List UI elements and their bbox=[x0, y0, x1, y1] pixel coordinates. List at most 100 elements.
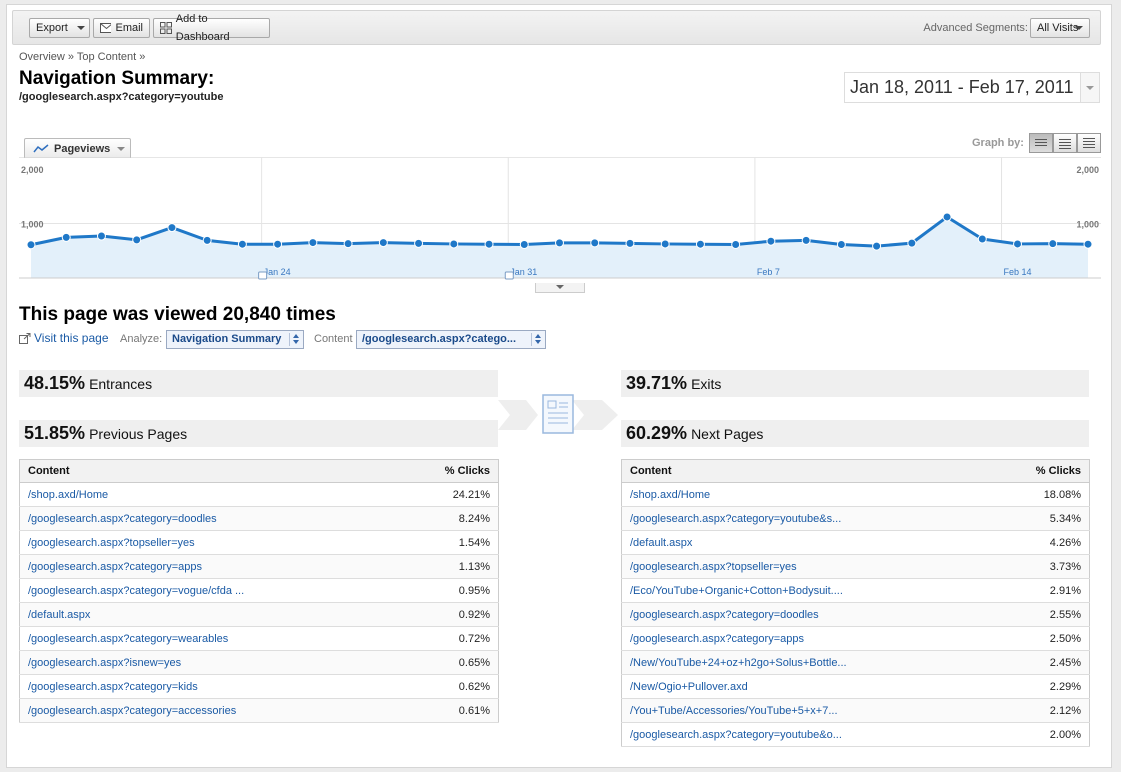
table-row: /New/Ogio+Pullover.axd 2.29% bbox=[621, 674, 1090, 699]
content-link[interactable]: /googlesearch.aspx?category=accessories bbox=[19, 698, 399, 723]
content-link[interactable]: /New/YouTube+24+oz+h2go+Solus+Bottle... bbox=[621, 650, 992, 675]
clicks-percent: 18.08% bbox=[991, 482, 1090, 507]
content-link[interactable]: /default.aspx bbox=[19, 602, 399, 627]
chevron-down-icon bbox=[1075, 26, 1083, 30]
clicks-percent: 1.54% bbox=[398, 530, 499, 555]
table-row: /googlesearch.aspx?topseller=yes 3.73% bbox=[621, 554, 1090, 579]
graph-by-week-button[interactable] bbox=[1053, 133, 1077, 153]
data-point bbox=[836, 239, 846, 249]
data-point bbox=[167, 223, 177, 233]
content-select[interactable]: /googlesearch.aspx?catego... bbox=[356, 330, 546, 349]
data-point bbox=[907, 238, 917, 248]
breadcrumb-overview[interactable]: Overview bbox=[19, 51, 65, 63]
content-link[interactable]: /googlesearch.aspx?category=apps bbox=[621, 626, 992, 651]
table-row: /googlesearch.aspx?topseller=yes 1.54% bbox=[19, 530, 499, 555]
data-point bbox=[378, 238, 388, 248]
annotation-icon bbox=[504, 271, 514, 280]
date-range-picker[interactable]: Jan 18, 2011 - Feb 17, 2011 bbox=[844, 72, 1100, 103]
graph-by-day-button[interactable] bbox=[1029, 133, 1053, 153]
data-point bbox=[26, 240, 36, 250]
content-link[interactable]: /googlesearch.aspx?topseller=yes bbox=[621, 554, 992, 579]
content-link[interactable]: /googlesearch.aspx?category=youtube&s... bbox=[621, 506, 992, 531]
previous-pages-label: Previous Pages bbox=[89, 426, 188, 442]
content-link[interactable]: /shop.axd/Home bbox=[621, 482, 992, 507]
clicks-percent: 0.95% bbox=[398, 578, 499, 603]
y-tick-label-right: 1,000 bbox=[1076, 220, 1099, 230]
content-link[interactable]: /shop.axd/Home bbox=[19, 482, 399, 507]
graph-by-month-button[interactable] bbox=[1077, 133, 1101, 153]
next-pages-table: Content % Clicks /shop.axd/Home 18.08%/go… bbox=[621, 459, 1090, 747]
next-pages-metric: 60.29% Next Pages bbox=[621, 420, 1089, 447]
table-row: /shop.axd/Home 18.08% bbox=[621, 482, 1090, 507]
content-link[interactable]: /googlesearch.aspx?category=vogue/cfda .… bbox=[19, 578, 399, 603]
content-column-header[interactable]: Content bbox=[19, 459, 399, 483]
visit-this-page-link[interactable]: Visit this page bbox=[19, 331, 109, 345]
clicks-percent: 0.62% bbox=[398, 674, 499, 699]
x-tick-label: Feb 7 bbox=[757, 267, 780, 277]
content-column-header[interactable]: Content bbox=[621, 459, 992, 483]
envelope-icon bbox=[100, 23, 112, 33]
advanced-segments-label: Advanced Segments: bbox=[923, 22, 1028, 34]
y-tick-label-right: 2,000 bbox=[1076, 165, 1099, 175]
segments-select[interactable]: All Visits bbox=[1030, 18, 1090, 38]
pageviews-area bbox=[31, 216, 1088, 278]
data-point bbox=[766, 236, 776, 246]
date-range-toggle[interactable] bbox=[1080, 73, 1099, 102]
table-row: /googlesearch.aspx?category=youtube&s...… bbox=[621, 506, 1090, 531]
content-link[interactable]: /googlesearch.aspx?category=wearables bbox=[19, 626, 399, 651]
content-link[interactable]: /googlesearch.aspx?topseller=yes bbox=[19, 530, 399, 555]
content-link[interactable]: /default.aspx bbox=[621, 530, 992, 555]
data-point bbox=[625, 238, 635, 248]
pageviews-tab-label: Pageviews bbox=[54, 142, 111, 155]
chart-collapse-handle[interactable] bbox=[535, 283, 585, 293]
graph-by-label: Graph by: bbox=[972, 137, 1024, 149]
clicks-column-header[interactable]: % Clicks bbox=[991, 459, 1090, 483]
analyze-select[interactable]: Navigation Summary bbox=[166, 330, 304, 349]
external-link-icon bbox=[19, 332, 31, 344]
pageviews-chart: 1,000 1,000 2,000 2,000 Jan 24 Jan 31 Feb 7 Feb… bbox=[19, 157, 1101, 280]
report-toolbar: Export Email Add to Dashboard Advanced S… bbox=[12, 10, 1101, 45]
table-row: /googlesearch.aspx?category=vogue/cfda .… bbox=[19, 578, 499, 603]
email-button[interactable]: Email bbox=[93, 18, 150, 38]
views-heading: This page was viewed 20,840 times bbox=[19, 304, 336, 325]
table-row: /Eco/YouTube+Organic+Cotton+Bodysuit....… bbox=[621, 578, 1090, 603]
content-link[interactable]: /Eco/YouTube+Organic+Cotton+Bodysuit.... bbox=[621, 578, 992, 603]
data-point bbox=[1048, 239, 1058, 249]
select-arrows-icon bbox=[289, 333, 301, 346]
add-to-dashboard-label: Add to Dashboard bbox=[175, 13, 230, 43]
clicks-percent: 24.21% bbox=[398, 482, 499, 507]
data-point bbox=[61, 232, 71, 242]
data-point bbox=[202, 235, 212, 245]
export-button[interactable]: Export bbox=[29, 18, 90, 38]
data-point bbox=[731, 239, 741, 249]
visit-link-label: Visit this page bbox=[34, 331, 109, 345]
content-link[interactable]: /googlesearch.aspx?category=youtube&o... bbox=[621, 722, 992, 747]
table-row: /googlesearch.aspx?category=accessories 0… bbox=[19, 698, 499, 723]
chevron-down-icon bbox=[117, 146, 126, 151]
data-point bbox=[1013, 239, 1023, 249]
content-link[interactable]: /googlesearch.aspx?category=doodles bbox=[19, 506, 399, 531]
page-subtitle: /googlesearch.aspx?category=youtube bbox=[19, 91, 224, 103]
clicks-percent: 1.13% bbox=[398, 554, 499, 579]
clicks-percent: 3.73% bbox=[991, 554, 1090, 579]
content-link[interactable]: /googlesearch.aspx?category=kids bbox=[19, 674, 399, 699]
export-label: Export bbox=[36, 22, 68, 34]
clicks-percent: 2.55% bbox=[991, 602, 1090, 627]
clicks-percent: 4.26% bbox=[991, 530, 1090, 555]
content-link[interactable]: /You+Tube/Accessories/YouTube+5+x+7... bbox=[621, 698, 992, 723]
content-link[interactable]: /New/Ogio+Pullover.axd bbox=[621, 674, 992, 699]
clicks-column-header[interactable]: % Clicks bbox=[398, 459, 499, 483]
clicks-percent: 0.92% bbox=[398, 602, 499, 627]
content-link[interactable]: /googlesearch.aspx?isnew=yes bbox=[19, 650, 399, 675]
date-range-value: Jan 18, 2011 - Feb 17, 2011 bbox=[850, 77, 1074, 97]
data-point bbox=[132, 235, 142, 245]
data-point bbox=[484, 239, 494, 249]
content-link[interactable]: /googlesearch.aspx?category=doodles bbox=[621, 602, 992, 627]
content-link[interactable]: /googlesearch.aspx?category=apps bbox=[19, 554, 399, 579]
add-to-dashboard-button[interactable]: Add to Dashboard bbox=[153, 13, 270, 43]
data-point bbox=[273, 239, 283, 249]
pageviews-metric-tab[interactable]: Pageviews bbox=[24, 138, 131, 158]
x-tick-label: Jan 24 bbox=[264, 267, 291, 277]
breadcrumb-top-content[interactable]: Top Content bbox=[76, 51, 137, 63]
entrances-label: Entrances bbox=[89, 376, 153, 392]
